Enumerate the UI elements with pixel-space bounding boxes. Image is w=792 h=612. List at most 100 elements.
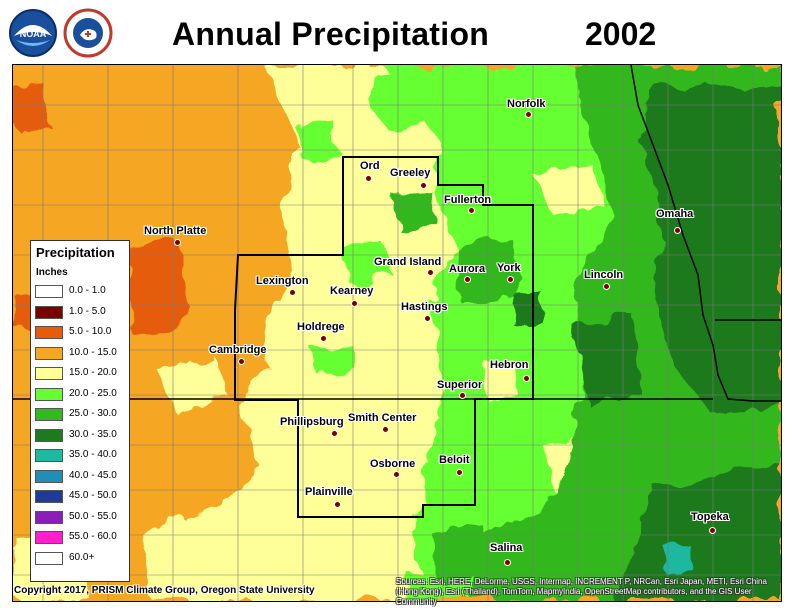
city-greeley[interactable]: Greeley xyxy=(390,167,431,179)
legend-item: 45.0 - 50.0 xyxy=(35,490,127,504)
city-dot-grand-island xyxy=(427,269,434,276)
legend-label: 35.0 - 40.0 xyxy=(69,449,117,460)
city-dot-lincoln xyxy=(603,283,610,290)
legend-item: 20.0 - 25.0 xyxy=(35,387,127,402)
city-lincoln[interactable]: Lincoln xyxy=(584,269,624,281)
city-dot-ord xyxy=(365,175,372,182)
legend-label: 25.0 - 30.0 xyxy=(69,408,117,419)
precipitation-map[interactable]: Norfolk Ord Greeley Fullerton Omaha Nort… xyxy=(12,64,782,602)
city-beloit[interactable]: Beloit xyxy=(439,454,470,466)
city-dot-beloit xyxy=(456,469,463,476)
legend-label: 55.0 - 60.0 xyxy=(69,531,117,542)
city-dot-greeley xyxy=(420,182,427,189)
map-year: 2002 xyxy=(585,16,657,52)
legend-item: 0.0 - 1.0 xyxy=(35,285,127,299)
legend-swatch xyxy=(35,408,63,421)
map-canvas xyxy=(13,65,781,601)
legend-swatch xyxy=(35,490,63,503)
city-kearney[interactable]: Kearney xyxy=(330,285,374,297)
city-dot-phillipsburg xyxy=(331,430,338,437)
noaa-logo: NOAA xyxy=(9,9,57,57)
svg-text:NOAA: NOAA xyxy=(20,29,47,39)
city-norfolk[interactable]: Norfolk xyxy=(507,98,546,110)
legend-label: 20.0 - 25.0 xyxy=(69,387,117,399)
legend-label: 10.0 - 15.0 xyxy=(69,346,117,358)
city-aurora[interactable]: Aurora xyxy=(449,263,486,275)
city-north-platte[interactable]: North Platte xyxy=(144,225,207,237)
legend-label: 15.0 - 20.0 xyxy=(69,367,117,378)
legend-item: 55.0 - 60.0 xyxy=(35,531,127,545)
legend-item: 25.0 - 30.0 xyxy=(35,408,127,422)
legend-swatch xyxy=(35,551,63,565)
legend-unit: Inches xyxy=(36,267,68,278)
city-salina[interactable]: Salina xyxy=(490,542,523,554)
city-superior[interactable]: Superior xyxy=(437,379,483,391)
city-lexington[interactable]: Lexington xyxy=(256,275,309,287)
city-dot-hebron xyxy=(523,375,530,382)
legend-item: 60.0+ xyxy=(35,551,127,566)
city-omaha[interactable]: Omaha xyxy=(656,208,694,220)
city-osborne[interactable]: Osborne xyxy=(370,458,416,470)
city-cambridge[interactable]: Cambridge xyxy=(209,344,267,356)
header: NOAA Annual Precipitation 2002 xyxy=(0,0,792,64)
city-dot-fullerton xyxy=(468,207,475,214)
city-hebron[interactable]: Hebron xyxy=(490,359,529,371)
legend-label: 50.0 - 55.0 xyxy=(69,510,117,522)
forecast-area-boundary xyxy=(234,156,534,518)
city-holdrege[interactable]: Holdrege xyxy=(297,321,345,333)
legend-item: 15.0 - 20.0 xyxy=(35,367,127,381)
legend-swatch xyxy=(35,387,63,401)
city-dot-norfolk xyxy=(525,111,532,118)
city-plainville[interactable]: Plainville xyxy=(305,486,353,498)
legend-label: 0.0 - 1.0 xyxy=(69,285,106,296)
legend-swatch xyxy=(35,326,63,339)
city-grand-island[interactable]: Grand Island xyxy=(374,256,442,268)
national-weather-service-logo xyxy=(63,8,113,58)
legend-swatch xyxy=(35,305,63,319)
legend-title: Precipitation xyxy=(36,245,115,260)
city-topeka[interactable]: Topeka xyxy=(691,511,729,523)
copyright-text: Copyright 2017, PRISM Climate Group, Ore… xyxy=(14,585,315,596)
legend-label: 45.0 - 50.0 xyxy=(69,490,117,501)
legend-item: 40.0 - 45.0 xyxy=(35,469,127,484)
legend-label: 5.0 - 10.0 xyxy=(69,326,112,337)
city-dot-holdrege xyxy=(320,335,327,342)
city-dot-aurora xyxy=(464,276,471,283)
legend-swatch xyxy=(35,531,63,544)
city-smith-center[interactable]: Smith Center xyxy=(348,412,417,424)
legend-swatch xyxy=(35,449,63,462)
city-dot-plainville xyxy=(334,501,341,508)
legend-label: 1.0 - 5.0 xyxy=(69,305,106,317)
city-dot-topeka xyxy=(709,527,716,534)
legend-item: 10.0 - 15.0 xyxy=(35,346,127,361)
legend-item: 1.0 - 5.0 xyxy=(35,305,127,320)
city-phillipsburg[interactable]: Phillipsburg xyxy=(280,416,344,428)
city-ord[interactable]: Ord xyxy=(360,160,380,172)
zone-30-35 xyxy=(513,85,781,601)
city-dot-lexington xyxy=(289,289,296,296)
city-dot-kearney xyxy=(351,300,358,307)
city-dot-york xyxy=(507,276,514,283)
legend-swatch xyxy=(35,428,63,442)
city-hastings[interactable]: Hastings xyxy=(401,301,448,313)
city-dot-cambridge xyxy=(238,358,245,365)
legend-item: 5.0 - 10.0 xyxy=(35,326,127,340)
city-fullerton[interactable]: Fullerton xyxy=(444,194,492,206)
city-dot-superior xyxy=(459,392,466,399)
legend-swatch xyxy=(35,367,63,380)
legend-swatch xyxy=(35,346,63,360)
city-dot-salina xyxy=(504,559,511,566)
legend-swatch xyxy=(35,285,63,298)
map-title: Annual Precipitation xyxy=(172,16,490,52)
city-dot-north-platte xyxy=(174,239,181,246)
map-legend: Precipitation Inches 0.0 - 1.0 1.0 - 5.0 5… xyxy=(30,240,130,582)
legend-item: 50.0 - 55.0 xyxy=(35,510,127,525)
city-york[interactable]: York xyxy=(497,262,521,274)
city-dot-hastings xyxy=(424,315,431,322)
legend-swatch xyxy=(35,510,63,524)
legend-label: 60.0+ xyxy=(69,551,95,563)
map-attribution: Sources: Esri, HERE, DeLorme, USGS, Inte… xyxy=(396,577,767,606)
legend-item: 30.0 - 35.0 xyxy=(35,428,127,443)
legend-label: 40.0 - 45.0 xyxy=(69,469,117,481)
city-dot-omaha xyxy=(674,227,681,234)
